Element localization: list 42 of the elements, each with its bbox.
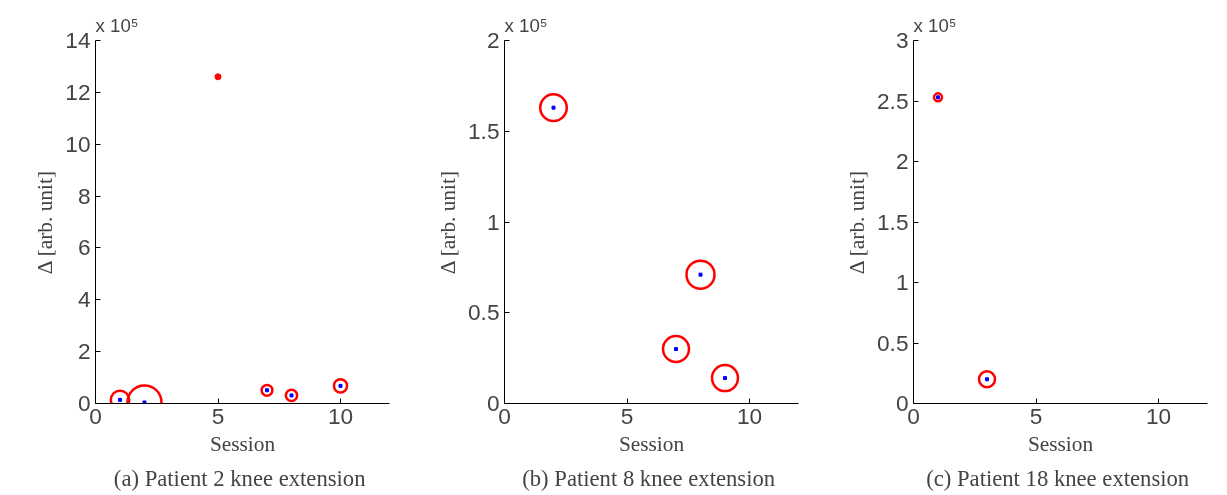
text: x 10⁵ bbox=[913, 14, 957, 36]
y-tick-label: 3 bbox=[895, 27, 909, 53]
x-tick-label: 10 bbox=[1145, 402, 1172, 429]
x-axis-title: Session bbox=[209, 431, 276, 456]
point bbox=[551, 105, 556, 110]
x-tick-label: 10 bbox=[327, 402, 354, 429]
y-axis-title: Δ [arb. unit] bbox=[436, 171, 460, 275]
y-tick-label: 14 bbox=[65, 27, 91, 53]
y-tick-label: 2 bbox=[486, 27, 500, 53]
y-tick-label: 12 bbox=[65, 78, 91, 105]
y-tick-label: 2 bbox=[77, 338, 91, 365]
y-tick-label: 0.5 bbox=[468, 299, 500, 326]
y-tick-label: 0.5 bbox=[877, 329, 909, 356]
x-tick-label: 5 bbox=[211, 402, 225, 429]
y-tick-label: 6 bbox=[77, 234, 91, 261]
point bbox=[214, 73, 222, 81]
text: (a) Patient 2 knee extension bbox=[113, 465, 366, 491]
y-tick-label: 1.5 bbox=[468, 117, 500, 144]
text: x 10⁵ bbox=[95, 14, 139, 36]
point bbox=[723, 376, 727, 381]
y-tick-label: 1.5 bbox=[877, 208, 909, 235]
x-axis-title: Session bbox=[1027, 431, 1094, 456]
point bbox=[142, 400, 147, 404]
y-tick-label: 1 bbox=[486, 208, 500, 235]
y-tick-label: 1 bbox=[895, 269, 909, 295]
y-tick-label: 4 bbox=[77, 286, 91, 313]
point bbox=[698, 272, 703, 277]
x-axis-title: Session bbox=[618, 431, 685, 456]
x-tick-label: 10 bbox=[736, 402, 763, 429]
x-tick-label: 5 bbox=[620, 402, 634, 429]
y-tick-label: 2 bbox=[895, 148, 909, 174]
text: x 10⁵ bbox=[504, 14, 548, 36]
y-tick-label: 8 bbox=[77, 182, 91, 209]
y-tick-label: 2.5 bbox=[877, 87, 909, 114]
point bbox=[674, 347, 678, 352]
text: (b) Patient 8 knee extension bbox=[522, 465, 776, 491]
y-axis-title: Δ [arb. unit] bbox=[845, 171, 869, 275]
point bbox=[118, 397, 122, 402]
x-tick-label: 5 bbox=[1029, 402, 1043, 429]
text: (c) Patient 18 knee extension bbox=[926, 465, 1190, 491]
y-tick-label: 10 bbox=[65, 130, 91, 157]
y-axis-title: Δ [arb. unit] bbox=[33, 171, 58, 275]
